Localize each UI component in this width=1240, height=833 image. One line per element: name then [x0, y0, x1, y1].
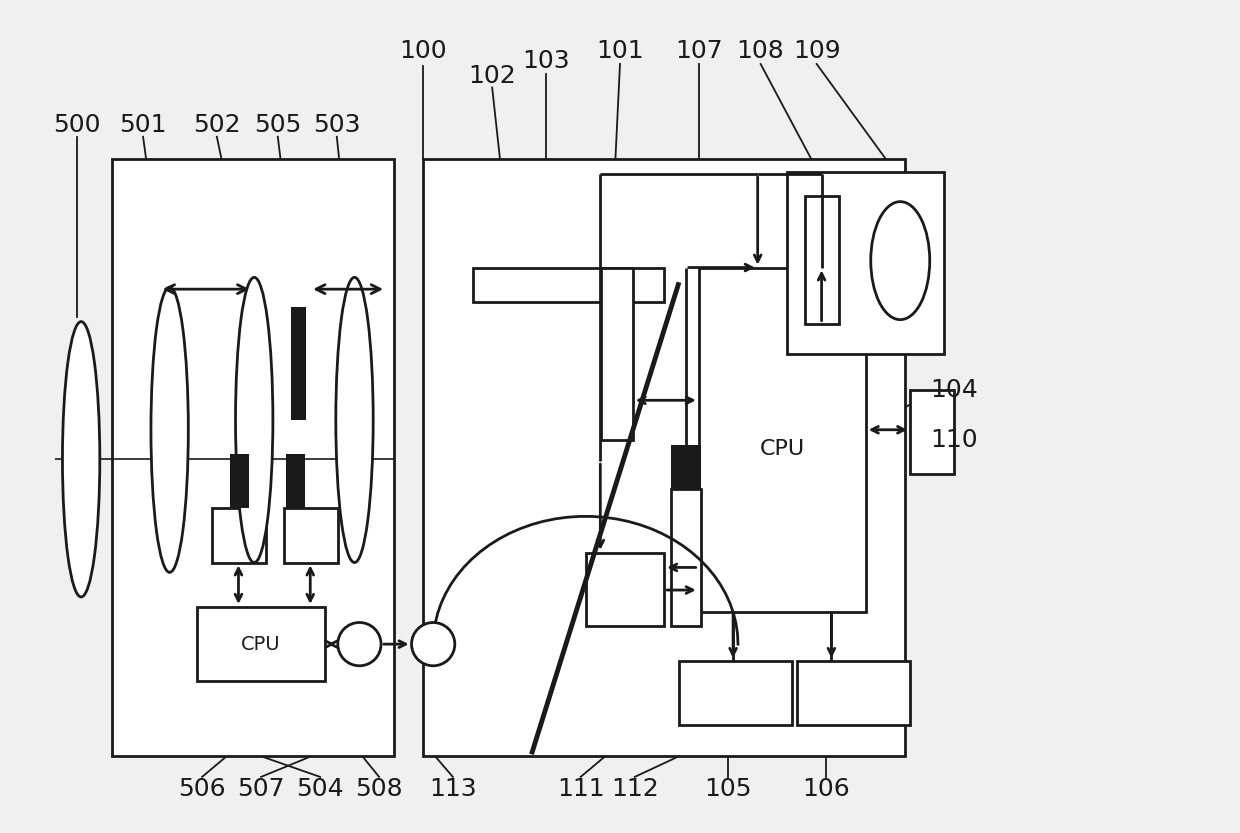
Text: 505: 505	[254, 113, 301, 137]
Text: 113: 113	[429, 776, 476, 801]
Circle shape	[337, 622, 381, 666]
Bar	[197, 606, 325, 681]
Text: 109: 109	[792, 39, 841, 63]
Text: 100: 100	[399, 39, 448, 63]
Bar	[601, 267, 632, 440]
Bar	[671, 445, 701, 489]
Bar	[671, 489, 701, 626]
Circle shape	[412, 622, 455, 666]
Text: 110: 110	[930, 427, 978, 451]
Text: 107: 107	[675, 39, 723, 63]
Bar	[680, 661, 792, 725]
Text: 508: 508	[356, 776, 403, 801]
Text: 104: 104	[930, 378, 978, 402]
Bar	[472, 267, 665, 302]
Bar	[290, 307, 306, 420]
Text: 501: 501	[119, 113, 167, 137]
Ellipse shape	[62, 322, 100, 597]
Bar	[423, 159, 905, 756]
Bar	[212, 508, 267, 562]
Ellipse shape	[336, 277, 373, 562]
Bar	[805, 196, 839, 323]
Text: 108: 108	[737, 39, 785, 63]
Bar	[698, 267, 866, 611]
Text: 506: 506	[179, 776, 226, 801]
Bar	[285, 454, 305, 508]
Bar	[112, 159, 394, 756]
Ellipse shape	[870, 202, 930, 320]
Text: 112: 112	[611, 776, 658, 801]
Text: 103: 103	[522, 49, 570, 73]
Text: 101: 101	[596, 39, 644, 63]
Text: 105: 105	[704, 776, 751, 801]
Text: CPU: CPU	[242, 635, 281, 654]
Bar	[797, 661, 910, 725]
Text: 503: 503	[312, 113, 361, 137]
Ellipse shape	[236, 277, 273, 562]
Ellipse shape	[151, 287, 188, 572]
Text: 111: 111	[557, 776, 604, 801]
Bar	[787, 172, 945, 354]
Text: 502: 502	[193, 113, 241, 137]
Text: CPU: CPU	[760, 440, 805, 460]
Text: 102: 102	[469, 64, 516, 87]
Bar	[284, 508, 337, 562]
Text: 500: 500	[53, 113, 100, 137]
Text: 507: 507	[237, 776, 285, 801]
Bar	[229, 454, 249, 508]
Text: 504: 504	[296, 776, 343, 801]
Text: 106: 106	[802, 776, 851, 801]
Bar	[585, 552, 665, 626]
Bar	[910, 391, 955, 474]
